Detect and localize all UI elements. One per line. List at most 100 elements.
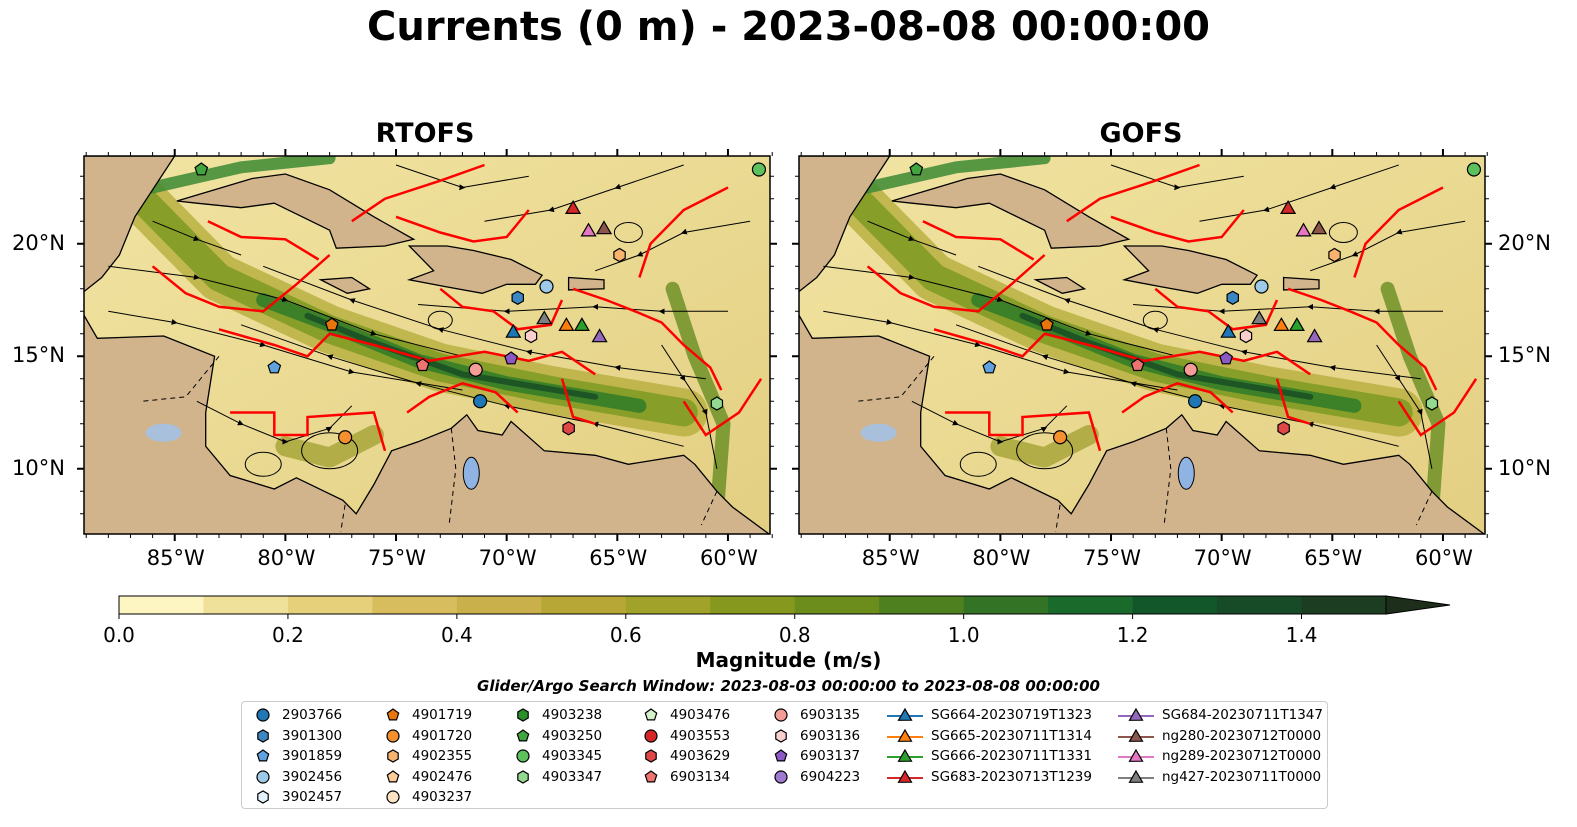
eez-boundary <box>682 378 763 437</box>
legend-label: 4902476 <box>412 768 473 785</box>
legend-label: 6903137 <box>800 748 861 764</box>
lake-nicaragua <box>145 423 182 442</box>
obs-marker-4902355 <box>1328 247 1341 263</box>
legend-label: SG665-20230711T1314 <box>931 727 1092 744</box>
colorbar-tick-label: 1.0 <box>947 623 980 647</box>
country-border <box>141 355 220 402</box>
streamline <box>395 164 529 191</box>
legend-marker <box>1118 728 1154 742</box>
eddy-streamline <box>613 222 643 243</box>
obs-marker-3901859 <box>982 360 997 374</box>
streamline <box>911 400 1068 445</box>
legend-label: 3902457 <box>282 789 343 805</box>
obs-marker-4902355 <box>613 247 626 263</box>
country-border <box>1163 428 1172 526</box>
legend-marker <box>386 790 400 804</box>
obs-marker-SG666-20230711T1331 <box>1288 317 1305 331</box>
legend-label: 6903134 <box>670 768 731 785</box>
colorbar-tick-label: 0.4 <box>440 623 473 647</box>
legend-item: SG666-20230711T1331 <box>887 746 1092 766</box>
streamline <box>196 400 353 445</box>
eddy-streamline <box>427 310 453 330</box>
legend-label: 3901300 <box>282 727 343 744</box>
legend-label: 4903553 <box>670 727 731 744</box>
obs-marker-3902456 <box>1254 279 1269 294</box>
eddy-streamline <box>301 432 359 470</box>
colorbar-tick-label: 1.4 <box>1285 623 1318 647</box>
obs-marker-SG666-20230711T1331 <box>573 317 590 331</box>
lon-label: 65°W <box>589 546 648 570</box>
current-band <box>275 425 384 468</box>
obs-marker-3901300 <box>511 290 525 305</box>
obs-marker-4903629 <box>1277 421 1290 436</box>
obs-marker-6903134 <box>1130 358 1145 372</box>
legend-marker <box>887 748 923 762</box>
eez-boundary <box>1110 209 1245 243</box>
legend-label: 6903135 <box>800 707 861 723</box>
streamline <box>955 324 1399 447</box>
streamline <box>152 220 242 256</box>
legend-label: 4901719 <box>412 707 473 723</box>
legend-item: SG683-20230713T1239 <box>887 767 1092 787</box>
eez-boundary <box>560 378 596 425</box>
eez-boundary <box>439 287 564 331</box>
lon-label: 85°W <box>861 546 920 570</box>
lake-maracaibo <box>1177 456 1195 490</box>
legend-marker <box>887 728 923 742</box>
legend-item: 4903629 <box>640 746 730 766</box>
eez-boundary <box>933 328 1311 376</box>
legend-marker-triangle <box>1128 748 1144 762</box>
obs-marker-SG684-20230711T1347 <box>591 328 608 343</box>
legend-marker <box>257 790 269 804</box>
obs-marker-6903136 <box>1239 328 1253 344</box>
eez-boundary <box>1066 163 1200 223</box>
obs-marker-SG665-20230711T1314 <box>1273 317 1290 331</box>
eez-boundary <box>638 186 729 278</box>
streamline <box>1310 220 1466 272</box>
gofs-panel-title: GOFS <box>1099 118 1183 149</box>
lon-label: 60°W <box>1414 546 1473 570</box>
lake-maracaibo <box>462 456 480 490</box>
legend-marker-triangle <box>1128 728 1144 742</box>
streamline <box>595 220 751 272</box>
legend-item: ng427-20230711T0000 <box>1118 767 1321 787</box>
colorbar-segment <box>287 596 373 614</box>
obs-marker-SG684-20230711T1347 <box>1306 328 1323 343</box>
eez-boundary <box>1154 287 1279 331</box>
obs-marker-3901300 <box>1226 290 1240 305</box>
legend-marker-hexagon <box>775 728 787 743</box>
obs-marker-SG683-20230713T1239 <box>1279 200 1297 214</box>
obs-marker-2903766 <box>473 394 488 409</box>
colorbar-segment <box>119 596 204 614</box>
obs-marker-ng289-20230712T0000 <box>580 222 597 237</box>
current-band <box>990 425 1099 468</box>
obs-marker-6903136 <box>524 328 538 344</box>
legend-marker-circle <box>386 790 400 804</box>
eez-boundary <box>351 163 485 223</box>
legend-item: 4903238 <box>512 705 602 725</box>
legend-marker <box>644 708 658 721</box>
hispaniola-land <box>1121 245 1259 294</box>
legend-item: 4903476 <box>640 705 730 725</box>
eez-boundary <box>572 287 723 391</box>
south-central-america-land <box>84 314 770 534</box>
legend-marker-triangle <box>1128 769 1144 783</box>
obs-marker-SG683-20230713T1239 <box>564 200 582 214</box>
colorbar-segment <box>456 596 542 614</box>
obs-marker-SG665-20230711T1314 <box>558 317 575 331</box>
legend-marker-hexagon <box>517 708 529 722</box>
colorbar-tick-label: 0.0 <box>103 623 135 647</box>
legend-marker-hexagon <box>645 749 657 763</box>
legend-marker <box>774 769 788 784</box>
lat-label-left: 20°N <box>12 230 65 255</box>
country-border <box>856 355 935 402</box>
legend-label: 4903237 <box>412 789 473 805</box>
legend-label: ng289-20230712T0000 <box>1162 748 1322 764</box>
legend-marker <box>517 708 529 722</box>
eez-boundary <box>1121 381 1234 414</box>
obs-marker-SG664-20230719T1323 <box>1220 323 1237 338</box>
legend-marker-pentagon <box>516 728 530 741</box>
legend-item: 2903766 <box>252 705 342 725</box>
obs-marker-4901720 <box>1053 430 1068 445</box>
eez-boundary <box>395 209 530 243</box>
